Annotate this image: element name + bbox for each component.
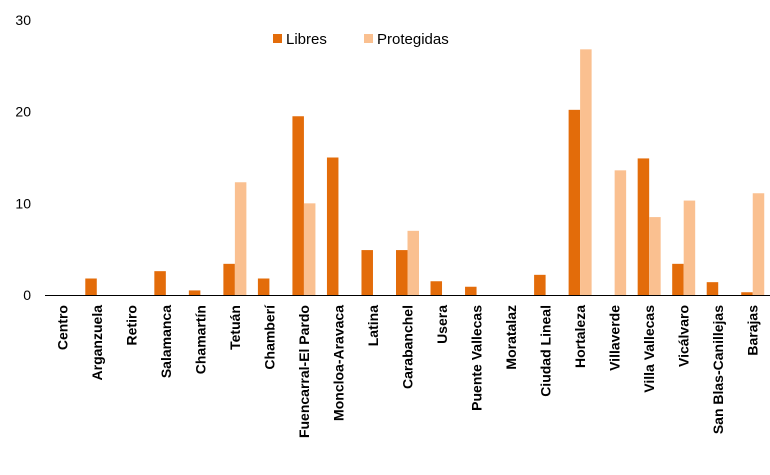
bar-libres — [326, 157, 339, 295]
legend-label-libres: Libres — [286, 31, 327, 48]
bar-protegidas — [303, 203, 316, 295]
bar-libres — [706, 282, 719, 295]
bar-libres — [430, 281, 443, 295]
category-label: Chamartín — [192, 305, 208, 374]
category-label: Centro — [54, 305, 70, 350]
bar-protegidas — [580, 49, 592, 296]
category-label: Usera — [434, 305, 450, 344]
bar-protegidas — [407, 230, 419, 295]
category-labels: Centro Arganzuela Retiro Salamanca Chamartín… — [54, 304, 760, 438]
category-label: Moratalaz — [503, 305, 519, 370]
bar-libres — [672, 263, 684, 295]
category-label: Villaverde — [607, 305, 623, 371]
bar-libres — [568, 109, 581, 295]
category-label: Barajas — [745, 305, 761, 356]
y-tick-label: 30 — [15, 12, 31, 28]
bar-libres — [534, 274, 546, 295]
bar-libres — [361, 250, 373, 295]
legend-swatch-protegidas — [364, 34, 373, 43]
category-label: Salamanca — [158, 305, 174, 378]
bar-libres — [223, 263, 235, 295]
category-label: Arganzuela — [89, 305, 105, 381]
bar-libres — [741, 292, 753, 295]
category-label: Carabanchel — [400, 305, 416, 389]
category-label: Latina — [365, 305, 381, 346]
bar-libres — [637, 158, 650, 295]
category-label: Hortaleza — [572, 305, 588, 368]
category-label: Vicálvaro — [676, 305, 692, 367]
bar-libres — [257, 278, 270, 295]
bar-libres — [85, 278, 97, 295]
bar-protegidas — [649, 217, 661, 295]
legend-label-protegidas: Protegidas — [377, 31, 449, 48]
y-tick-label: 10 — [15, 195, 31, 211]
category-label: Fuencarral-El Pardo — [296, 305, 312, 438]
bar-protegidas — [683, 200, 696, 295]
category-label: Moncloa-Aravaca — [330, 305, 346, 421]
y-tick-label: 0 — [23, 287, 31, 303]
y-tick-label: 20 — [15, 104, 31, 120]
legend: Libres Protegidas — [273, 31, 449, 48]
bar-libres — [396, 250, 408, 295]
bars — [85, 49, 765, 296]
category-label: Puente Vallecas — [469, 305, 485, 411]
bar-libres — [292, 116, 304, 295]
y-axis: 0 10 20 30 — [15, 12, 31, 303]
bar-protegidas — [752, 193, 765, 295]
category-label: Tetuán — [227, 305, 243, 350]
legend-swatch-libres — [273, 34, 282, 43]
category-label: Chamberí — [261, 304, 277, 370]
bar-protegidas — [234, 182, 247, 295]
category-label: Ciudad Lineal — [538, 305, 554, 397]
bar-protegidas — [614, 170, 627, 295]
bar-libres — [465, 286, 477, 295]
category-label: Retiro — [123, 305, 139, 345]
category-label: Villa Vallecas — [641, 305, 657, 393]
bar-libres — [188, 290, 201, 295]
category-label: San Blas-Canillejas — [710, 305, 726, 434]
bar-libres — [154, 271, 166, 295]
